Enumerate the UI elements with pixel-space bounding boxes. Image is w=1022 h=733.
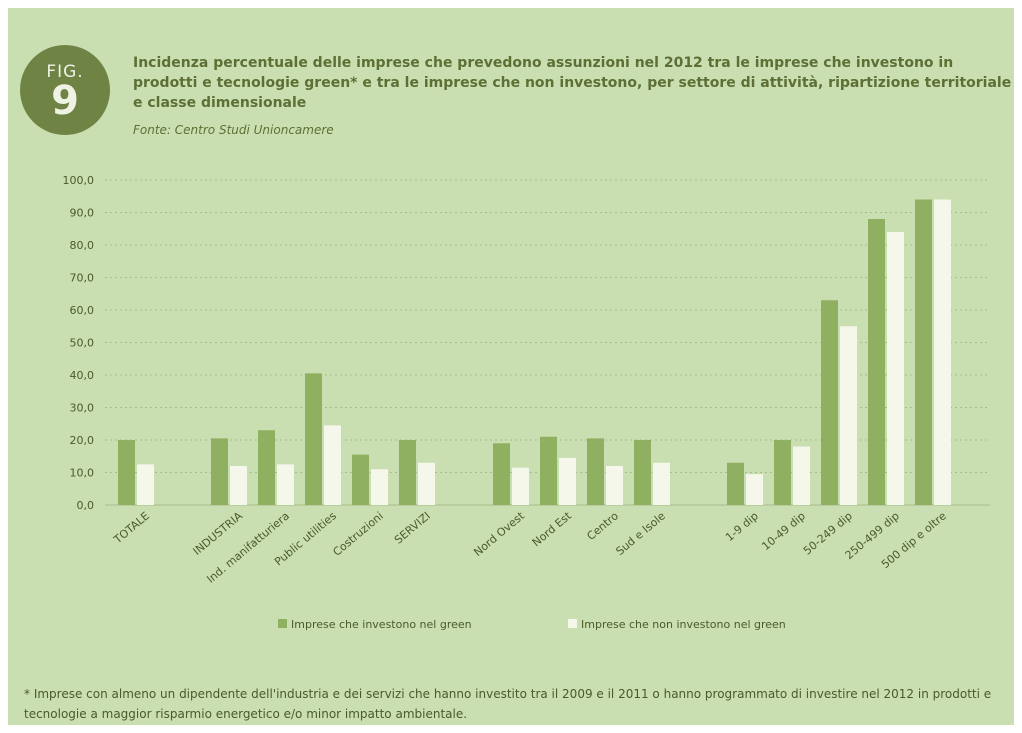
bar-green — [540, 436, 557, 505]
y-tick-label: 80,0 — [70, 239, 95, 252]
figure-badge: FIG. 9 — [20, 45, 110, 135]
x-tick-label: SERVIZI — [392, 509, 433, 546]
x-tick-label: Centro — [584, 509, 621, 543]
bar-nongreen — [559, 457, 576, 505]
x-tick-label: 1-9 dip — [723, 509, 761, 544]
bar-nongreen — [653, 462, 670, 505]
y-tick-label: 70,0 — [70, 272, 95, 285]
bar-green — [493, 443, 510, 505]
bar-green — [399, 440, 416, 505]
bar-chart: 0,0 10,0 20,0 30,0 40,0 50,0 60,0 70,0 80,0 90,0 1… — [63, 174, 990, 631]
bar-green — [352, 454, 369, 505]
figure-badge-label: FIG. — [46, 62, 84, 82]
legend-swatch-nongreen — [568, 619, 577, 628]
bar-nongreen — [418, 462, 435, 505]
bar-nongreen — [137, 464, 154, 505]
legend-label-nongreen: Imprese che non investono nel green — [581, 618, 786, 631]
y-tick-label: 0,0 — [77, 499, 95, 512]
y-tick-label: 20,0 — [70, 434, 95, 447]
bar-green — [774, 440, 791, 505]
figure-badge-number: 9 — [51, 78, 79, 124]
bar-green — [727, 462, 744, 505]
bar-green — [868, 219, 885, 505]
bar-green — [915, 199, 932, 505]
x-tick-label: Nord Ovest — [471, 509, 527, 559]
x-tick-label: Costruzioni — [330, 509, 386, 559]
legend-label-green: Imprese che investono nel green — [291, 618, 472, 631]
x-tick-label: 10-49 dip — [759, 509, 808, 553]
y-tick-label: 60,0 — [70, 304, 95, 317]
bar-nongreen — [887, 232, 904, 505]
bar-nongreen — [934, 199, 951, 505]
y-tick-label: 100,0 — [63, 174, 95, 187]
bar-green — [211, 438, 228, 505]
bar-nongreen — [230, 466, 247, 505]
bar-nongreen — [793, 446, 810, 505]
bar-green — [821, 300, 838, 505]
bar-nongreen — [746, 474, 763, 505]
x-tick-label: Nord Est — [530, 509, 575, 549]
y-tick-label: 50,0 — [70, 337, 95, 350]
bar-nongreen — [606, 466, 623, 505]
bar-green — [587, 438, 604, 505]
bar-green — [118, 440, 135, 505]
y-tick-label: 90,0 — [70, 207, 95, 220]
x-tick-label: Ind. manifatturiera — [204, 509, 292, 585]
bar-green — [305, 373, 322, 505]
y-tick-label: 40,0 — [70, 369, 95, 382]
footnote: * Imprese con almeno un dipendente dell'… — [24, 687, 992, 721]
bar-nongreen — [277, 464, 294, 505]
bar-nongreen — [324, 425, 341, 505]
bar-green — [634, 440, 651, 505]
bar-green — [258, 430, 275, 505]
y-tick-label: 30,0 — [70, 402, 95, 415]
legend-swatch-green — [278, 619, 287, 628]
bar-nongreen — [840, 326, 857, 505]
chart-title: Incidenza percentuale delle imprese che … — [133, 55, 1012, 111]
chart-source: Fonte: Centro Studi Unioncamere — [133, 123, 334, 137]
x-tick-label: TOTALE — [111, 509, 152, 547]
x-tick-label: Sud e Isole — [613, 509, 668, 558]
bar-nongreen — [371, 469, 388, 505]
y-tick-label: 10,0 — [70, 467, 95, 480]
bar-nongreen — [512, 467, 529, 505]
